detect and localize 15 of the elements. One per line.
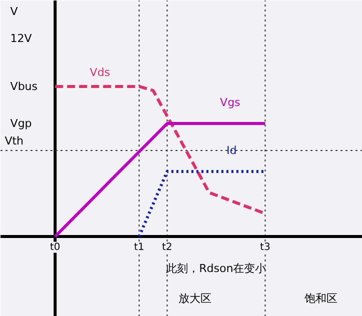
text: 饱和区 <box>304 292 338 305</box>
text: V <box>10 4 18 18</box>
series-label: Vds <box>90 66 110 79</box>
x-tick-label: t0 <box>50 242 60 253</box>
text: Vbus <box>10 80 38 93</box>
text: 此刻，Rdson在变小 <box>166 262 266 275</box>
x-tick-label: t1 <box>134 242 144 253</box>
x-tick-label: t2 <box>162 242 172 253</box>
text: Vgp <box>10 117 32 130</box>
x-tick-label: t3 <box>260 242 270 253</box>
text: 12V <box>10 32 32 45</box>
text: 放大区 <box>178 292 212 305</box>
series-label: Vgs <box>220 96 241 109</box>
ref-line-label: Vth <box>4 134 24 148</box>
series-label: Id <box>226 144 237 157</box>
